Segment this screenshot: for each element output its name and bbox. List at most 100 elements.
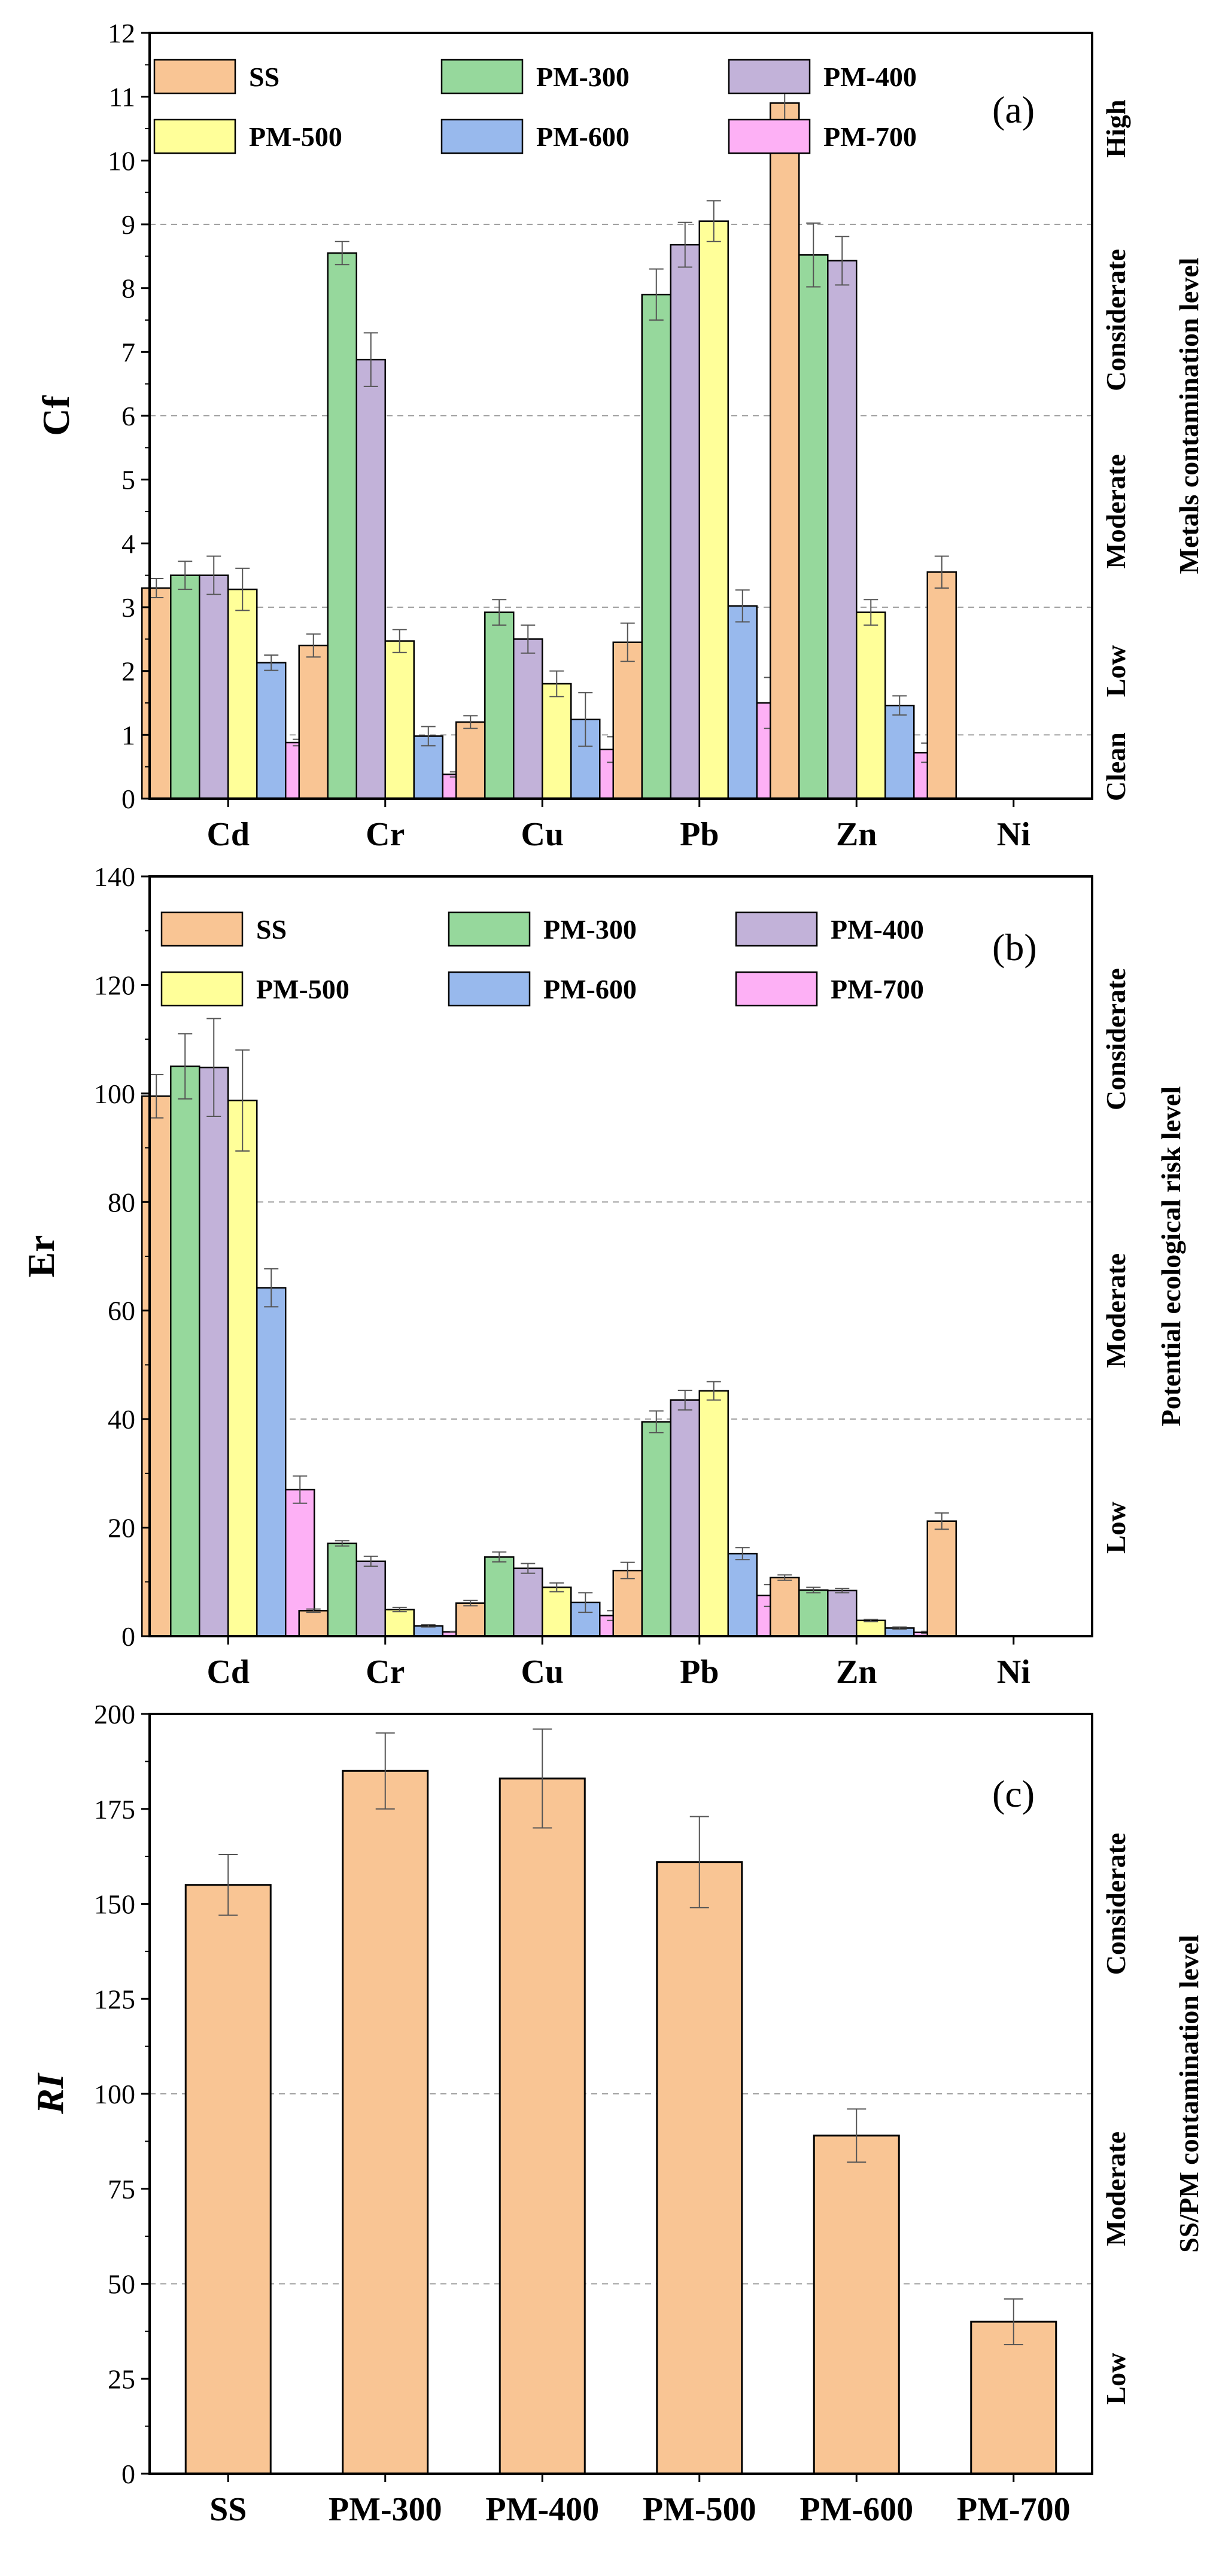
panel-b-legend-swatch-pm-700 (735, 971, 818, 1007)
panel-b-chart: 0 20 40 60 80 100 120 140 Cd Cr Cu Pb Zn Ni Low Moder… (20, 861, 1186, 1691)
panel-a-bar-zn-pm-300 (798, 254, 829, 800)
panel-a-legend-swatch-pm-700 (728, 118, 811, 154)
panel-a-y-tick-label-1: 1 (121, 720, 135, 750)
panel-a-legend-label-pm-300: PM-300 (536, 62, 630, 92)
panel-c-bar-pm-300 (342, 1770, 429, 2475)
panel-a-bar-zn-pm-500 (856, 611, 886, 800)
panel-a-y-tick-label-10: 10 (108, 145, 135, 176)
panel-c-right-axis-title: SS/PM contamination level (1174, 1935, 1204, 2253)
panel-c-y-ticks: 0 25 50 75 100 125 150 175 200 (94, 1699, 150, 2489)
panel-a-bar-pb-pm-600 (727, 605, 758, 800)
panel-a-y-tick-label-2: 2 (121, 656, 135, 687)
panel-b-bar-cd-ss (141, 1095, 172, 1637)
panel-b-level-moderate: Moderate (1101, 1253, 1131, 1368)
panel-a-level-clean: Clean (1101, 732, 1131, 801)
panel-c-label: (c) (992, 1773, 1035, 1815)
panel-b-legend-swatch-pm-600 (448, 971, 531, 1007)
panel-c-level-low: Low (1101, 2353, 1131, 2405)
panel-b-bar-cu-pm-400 (513, 1567, 543, 1637)
panel-b-level-considerate: Considerate (1101, 968, 1131, 1110)
panel-a-legend-swatch-pm-600 (440, 118, 524, 154)
panel-a-x-label-ni: Ni (997, 816, 1030, 853)
panel-b-right-axis-title: Potential ecological risk level (1156, 1086, 1186, 1426)
panel-a-x-label-cd: Cd (206, 816, 250, 853)
panel-a-bar-cr-pm-500 (384, 640, 415, 800)
panel-a-y-axis-title: Cf (35, 395, 77, 436)
panel-c-x-label-ss: SS (209, 2491, 247, 2528)
panel-a-legend-label-pm-400: PM-400 (823, 62, 917, 92)
panel-a-legend-swatch-pm-400 (728, 59, 811, 95)
panel-a-level-high: High (1101, 99, 1131, 157)
panel-b-y-tick-label-40: 40 (108, 1404, 135, 1435)
panel-c-x-label-pm-700: PM-700 (957, 2491, 1071, 2528)
panel-b-bar-pb-ss (612, 1569, 643, 1637)
panel-a-x-label-zn: Zn (836, 816, 877, 853)
panel-a-y-tick-label-8: 8 (121, 273, 135, 304)
panel-b-bar-cd-pm-600 (256, 1287, 287, 1637)
panel-b-level-labels: Low Moderate Considerate (1101, 968, 1131, 1554)
panel-c-x-label-pm-500: PM-500 (643, 2491, 756, 2528)
panel-a-legend-label-pm-500: PM-500 (249, 121, 342, 152)
panel-c-level-moderate: Moderate (1101, 2132, 1131, 2246)
panel-c-y-tick-label-0: 0 (121, 2459, 135, 2489)
panel-b-x-label-cr: Cr (366, 1654, 405, 1691)
panel-b-bar-cu-ss (455, 1602, 486, 1637)
panel-a-y-tick-label-4: 4 (121, 528, 135, 559)
panel-a-y-tick-label-5: 5 (121, 465, 135, 495)
panel-c-y-tick-label-50: 50 (108, 2269, 135, 2300)
panel-b-bar-cd-pm-500 (227, 1100, 258, 1637)
panel-b-bar-cr-ss (298, 1610, 329, 1637)
panel-b-legend-label-pm-600: PM-600 (543, 974, 637, 1004)
panel-a-y-tick-label-11: 11 (109, 82, 135, 112)
panel-a-bar-pb-pm-500 (698, 220, 729, 800)
panel-a-y-tick-label-3: 3 (121, 592, 135, 623)
panel-a-bar-cd-pm-500 (227, 588, 258, 800)
panel-a-bar-zn-pm-600 (884, 705, 915, 800)
panel-a-x-label-cu: Cu (521, 816, 564, 853)
panel-a-legend: SS PM-300 PM-400 PM-500 PM-600 PM-700 (153, 59, 917, 154)
panel-a-bar-pb-ss (612, 641, 643, 800)
panel-b-x-label-pb: Pb (680, 1654, 719, 1691)
panel-c-y-tick-label-200: 200 (94, 1699, 135, 1729)
panel-a-legend-label-ss: SS (249, 62, 279, 92)
panel-b-bar-cr-pm-500 (384, 1609, 415, 1637)
panel-c-chart: 0 25 50 75 100 125 150 175 200 SS PM-300 PM-400 PM-… (29, 1699, 1204, 2528)
panel-a-right-axis-title: Metals contamination level (1174, 258, 1204, 574)
panel-c-bar-pm-400 (498, 1777, 586, 2475)
panel-b-bar-cd-pm-300 (170, 1065, 200, 1637)
panel-b-y-tick-label-0: 0 (121, 1621, 135, 1652)
panel-b-x-categories: Cd Cr Cu Pb Zn Ni (206, 1636, 1030, 1691)
panel-c-y-tick-label-150: 150 (94, 1889, 135, 1920)
panel-a-y-tick-label-7: 7 (121, 337, 135, 367)
panel-b-y-tick-label-100: 100 (94, 1079, 135, 1109)
panel-b-bars (141, 1018, 957, 1637)
panel-a-legend-label-pm-600: PM-600 (536, 121, 630, 152)
panel-c-bar-pm-700 (970, 2321, 1057, 2475)
panel-c-y-tick-label-75: 75 (108, 2174, 135, 2204)
panel-a-y-tick-label-12: 12 (108, 18, 135, 48)
panel-b-legend-label-ss: SS (256, 914, 287, 945)
panel-c-bar-pm-500 (656, 1861, 743, 2475)
panel-a-x-categories: Cd Cr Cu Pb Zn Ni (206, 799, 1030, 853)
panel-a-bar-cu-pm-500 (542, 683, 572, 800)
panel-b-y-ticks: 0 20 40 60 80 100 120 140 (94, 861, 150, 1652)
panel-a-bar-cr-pm-600 (413, 735, 443, 800)
panel-b-bar-zn-pm-400 (827, 1590, 858, 1637)
panel-c-x-label-pm-600: PM-600 (799, 2491, 913, 2528)
panel-b-y-tick-label-80: 80 (108, 1187, 135, 1217)
panel-b-legend: SS PM-300 PM-400 PM-500 PM-600 PM-700 (160, 911, 924, 1007)
panel-a-bar-cr-pm-300 (327, 252, 357, 800)
panel-b-bar-cd-pm-400 (199, 1067, 229, 1637)
panel-b-y-tick-label-140: 140 (94, 861, 135, 892)
panel-b-bar-pb-pm-600 (727, 1552, 758, 1637)
panel-b-x-label-zn: Zn (836, 1654, 877, 1691)
panel-a-level-moderate: Moderate (1101, 454, 1131, 569)
panel-b-legend-swatch-ss (160, 911, 244, 947)
panel-a-bar-zn-pm-400 (827, 260, 858, 800)
panel-c-bar-ss (184, 1884, 272, 2475)
panel-a-bar-cd-pm-300 (170, 574, 200, 800)
panel-a-level-labels: Clean Low Moderate Considerate High (1101, 99, 1131, 801)
